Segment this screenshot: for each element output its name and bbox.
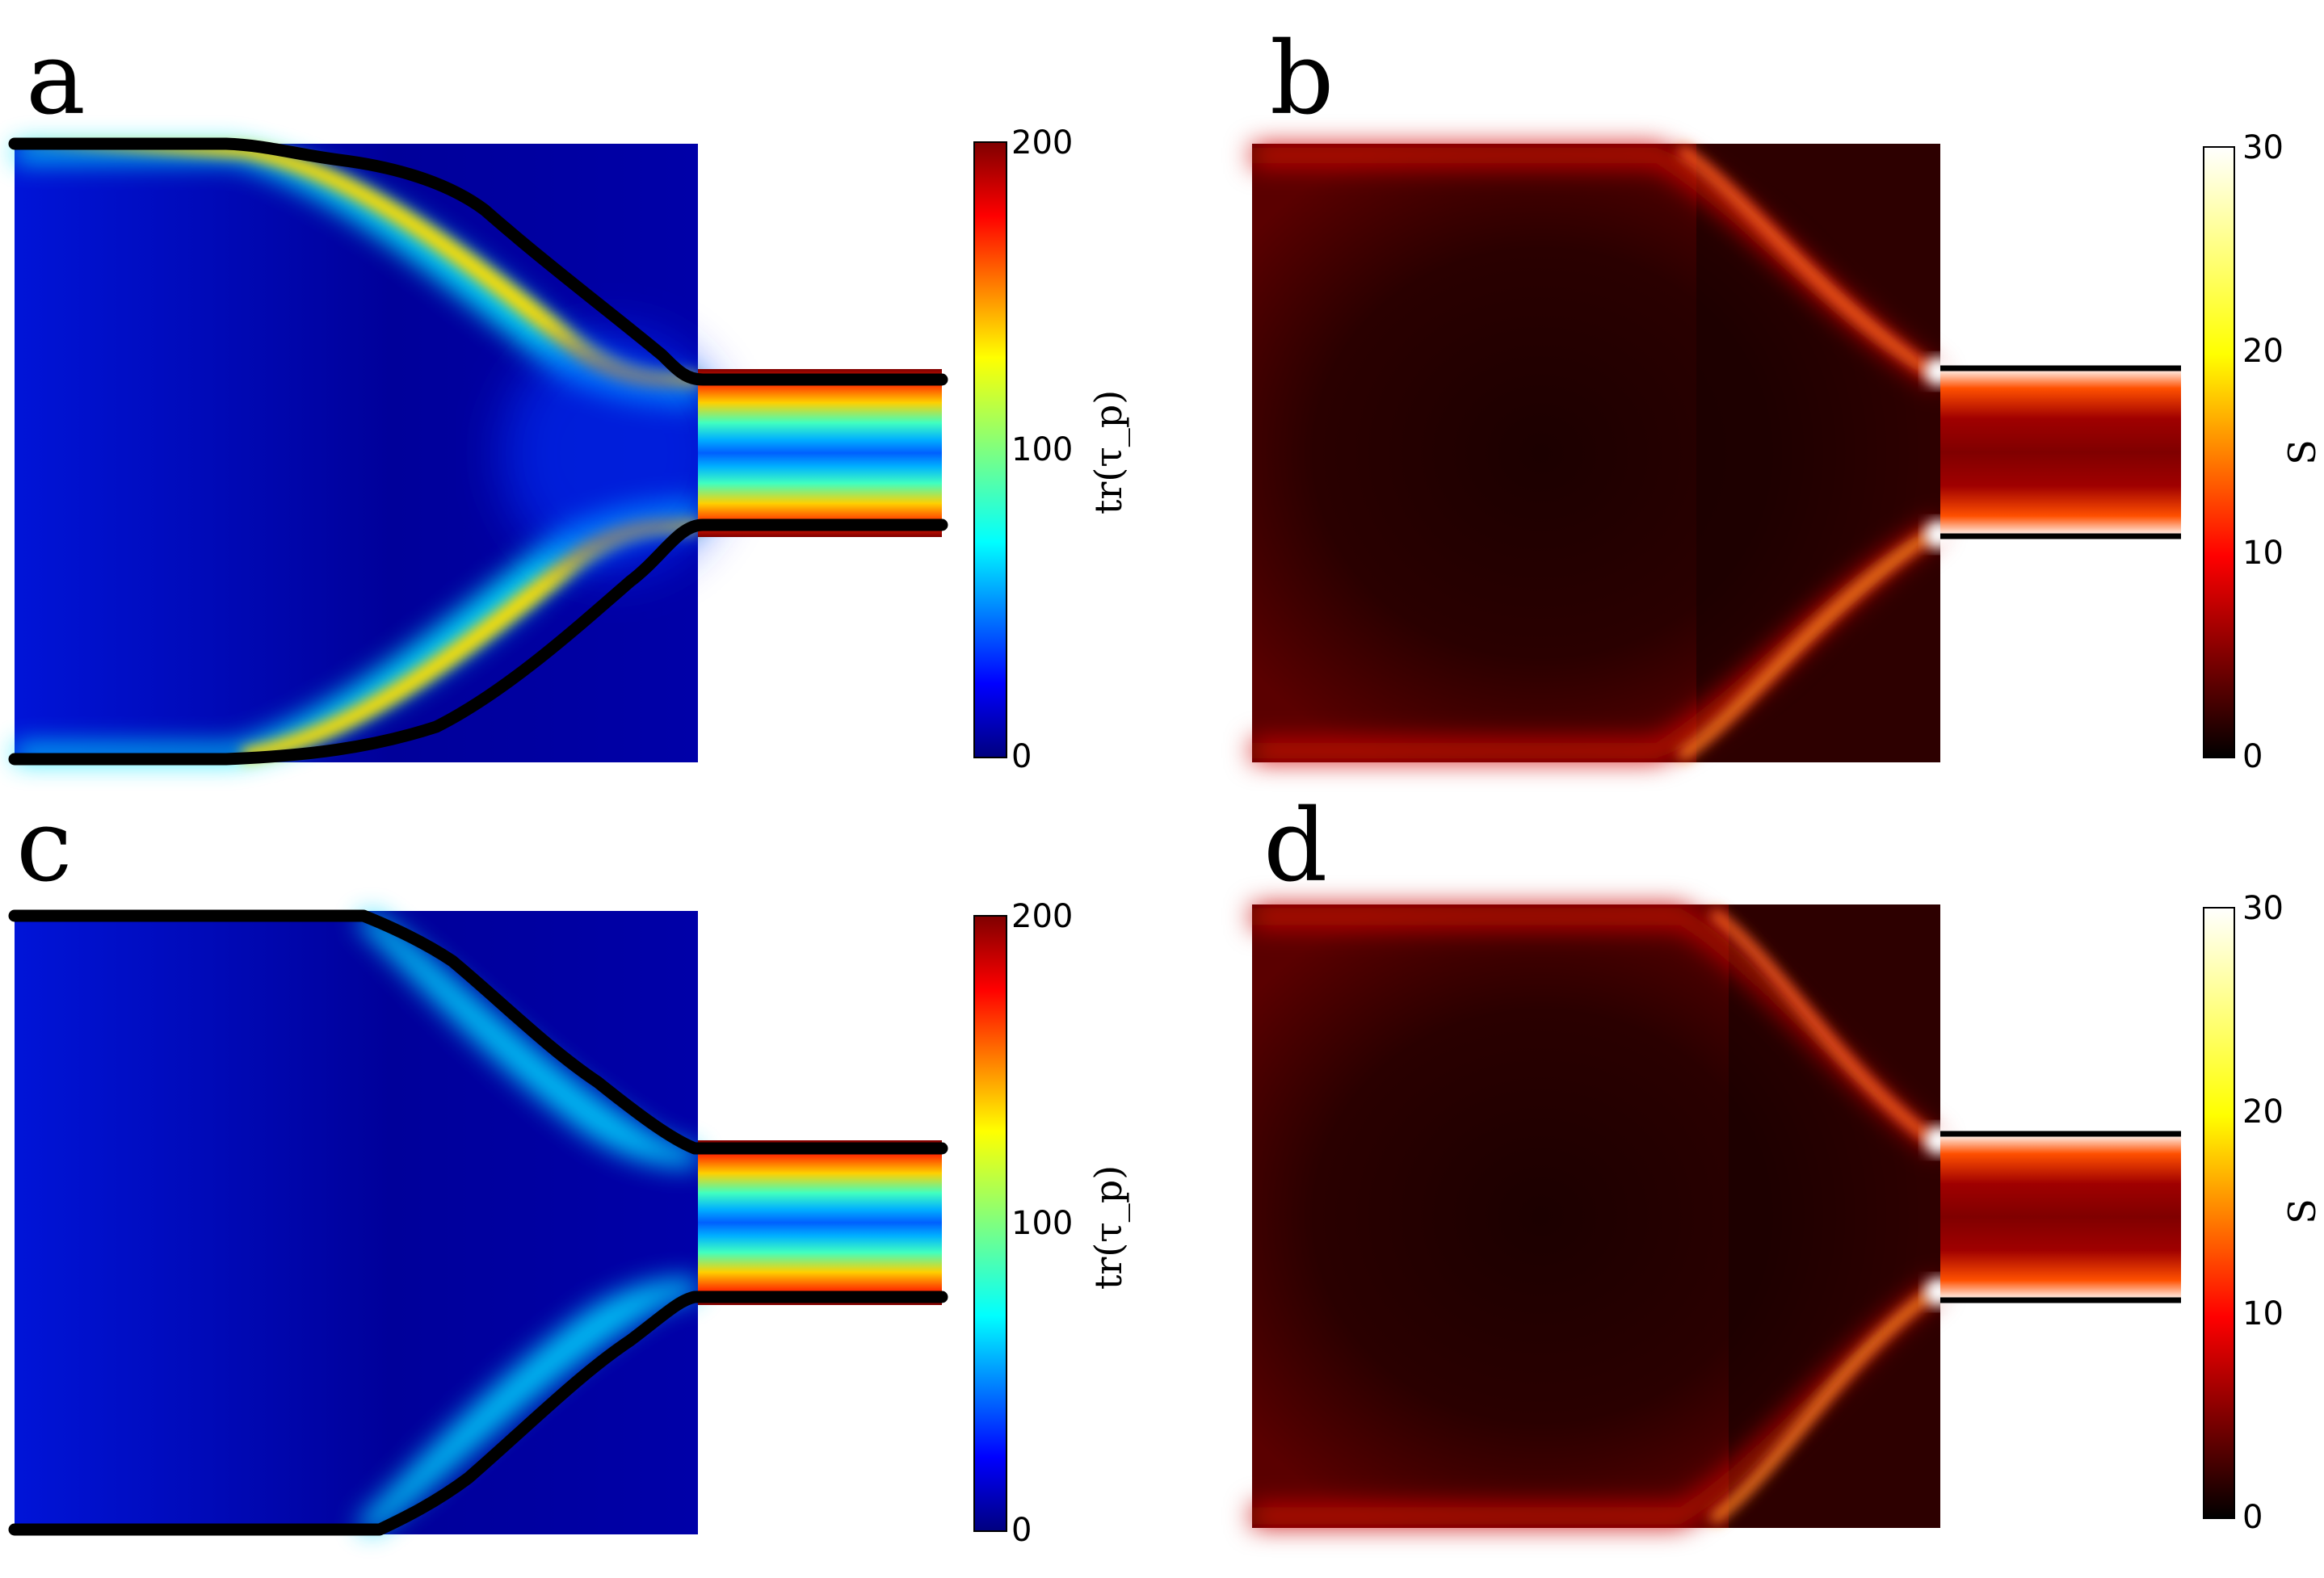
panel-label-a: a	[26, 21, 86, 137]
strain-field-d	[1252, 904, 1953, 1528]
tick-d-20: 20	[2242, 1093, 2284, 1131]
channel-field-b	[1940, 368, 2181, 536]
boundary-contour-c	[8, 909, 948, 1536]
wall-lines-b	[1940, 365, 2181, 539]
tick-b-0: 0	[2242, 738, 2263, 775]
boundary-contour-a	[8, 137, 948, 766]
stress-field-a	[15, 144, 727, 762]
channel-field-c	[698, 1140, 942, 1305]
channel-field-a	[698, 369, 942, 537]
colorbar-label-a: tr(τ_p)	[1086, 390, 1130, 514]
tick-c-mid: 100	[1011, 1205, 1073, 1242]
colorbar-a: 200 100 0 tr(τ_p)	[973, 124, 1130, 775]
tick-d-0: 0	[2242, 1499, 2263, 1536]
wall-lines-d	[1940, 1131, 2181, 1303]
tick-d-30: 30	[2242, 890, 2284, 927]
tick-b-10: 10	[2242, 535, 2284, 572]
tick-a-top: 200	[1011, 124, 1073, 162]
panel-a: a 200 100 0 tr(τ_p)	[8, 21, 1130, 775]
colorbar-label-b: S	[2280, 439, 2324, 465]
tick-c-bottom: 0	[1011, 1512, 1032, 1549]
panel-label-b: b	[1270, 21, 1334, 137]
strain-field-b	[1252, 144, 1953, 762]
panel-label-d: d	[1263, 788, 1327, 904]
tick-a-bottom: 0	[1011, 738, 1032, 775]
colorbar-label-c: tr(τ_p)	[1086, 1165, 1130, 1290]
colorbar-b: 30 20 10 0 S	[2203, 129, 2324, 775]
tick-b-30: 30	[2242, 129, 2284, 166]
tick-b-20: 20	[2242, 333, 2284, 370]
stress-field-c	[15, 911, 698, 1534]
tick-d-10: 10	[2242, 1295, 2284, 1332]
colorbar-label-d: S	[2280, 1198, 2324, 1224]
panel-b: b 30 20 10 0 S	[1252, 21, 2324, 775]
panel-c: c 200 100 0 tr(τ_p)	[8, 788, 1130, 1549]
panel-label-c: c	[16, 788, 72, 904]
channel-field-d	[1940, 1134, 2181, 1300]
tick-c-top: 200	[1011, 898, 1073, 935]
tick-a-mid: 100	[1011, 431, 1073, 468]
colorbar-d: 30 20 10 0 S	[2203, 890, 2324, 1536]
colorbar-c: 200 100 0 tr(τ_p)	[973, 898, 1130, 1549]
panel-d: d 30 20 10 0 S	[1252, 788, 2324, 1536]
